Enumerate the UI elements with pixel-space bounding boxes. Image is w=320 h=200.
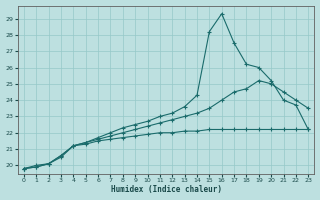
- X-axis label: Humidex (Indice chaleur): Humidex (Indice chaleur): [111, 185, 221, 194]
